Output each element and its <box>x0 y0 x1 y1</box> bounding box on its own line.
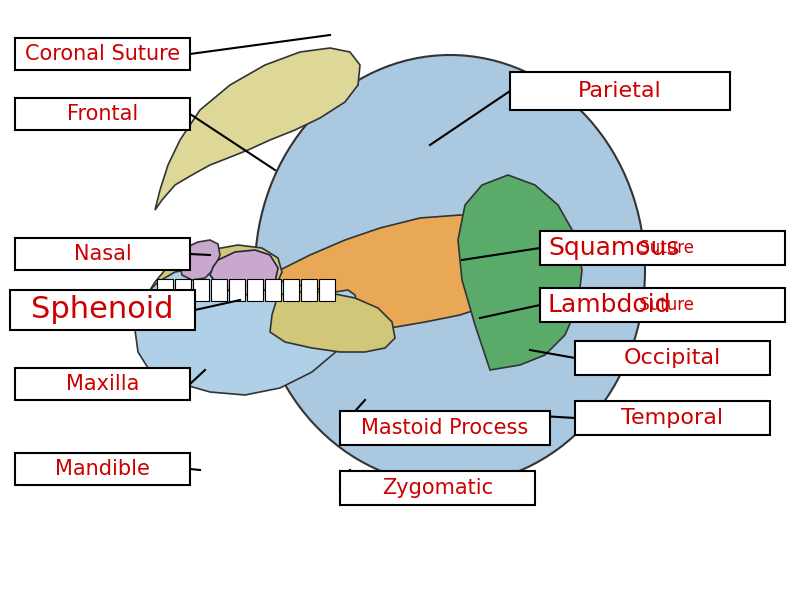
Polygon shape <box>155 48 360 210</box>
Text: Suture: Suture <box>634 239 694 257</box>
FancyBboxPatch shape <box>540 288 785 322</box>
FancyBboxPatch shape <box>15 98 190 130</box>
FancyBboxPatch shape <box>540 231 785 265</box>
Text: Coronal Suture: Coronal Suture <box>25 44 180 64</box>
Text: Zygomatic: Zygomatic <box>382 478 493 498</box>
Text: Nasal: Nasal <box>74 244 131 264</box>
Text: Parietal: Parietal <box>578 81 662 101</box>
Text: Occipital: Occipital <box>624 348 721 368</box>
FancyBboxPatch shape <box>229 279 245 301</box>
FancyBboxPatch shape <box>340 411 550 445</box>
FancyBboxPatch shape <box>211 279 227 301</box>
Text: Mastoid Process: Mastoid Process <box>362 418 529 438</box>
FancyBboxPatch shape <box>575 401 770 435</box>
Polygon shape <box>458 175 582 370</box>
FancyBboxPatch shape <box>15 453 190 485</box>
Ellipse shape <box>255 55 645 485</box>
FancyBboxPatch shape <box>575 341 770 375</box>
FancyBboxPatch shape <box>301 279 317 301</box>
Polygon shape <box>275 215 545 332</box>
FancyBboxPatch shape <box>265 279 281 301</box>
FancyBboxPatch shape <box>319 279 335 301</box>
Text: Sphenoid: Sphenoid <box>31 295 174 325</box>
FancyBboxPatch shape <box>175 279 191 301</box>
Text: Lambdoid: Lambdoid <box>548 293 671 317</box>
FancyBboxPatch shape <box>15 368 190 400</box>
FancyBboxPatch shape <box>15 38 190 70</box>
Polygon shape <box>210 250 278 295</box>
FancyBboxPatch shape <box>247 279 263 301</box>
FancyBboxPatch shape <box>10 290 195 330</box>
Polygon shape <box>150 245 282 315</box>
FancyBboxPatch shape <box>157 279 173 301</box>
FancyBboxPatch shape <box>15 238 190 270</box>
Polygon shape <box>270 292 395 352</box>
Text: Maxilla: Maxilla <box>66 374 139 394</box>
Text: Mandible: Mandible <box>55 459 150 479</box>
FancyBboxPatch shape <box>510 72 730 110</box>
Polygon shape <box>180 240 220 280</box>
FancyBboxPatch shape <box>340 471 535 505</box>
Text: Suture: Suture <box>634 296 694 314</box>
Text: Frontal: Frontal <box>67 104 138 124</box>
FancyBboxPatch shape <box>193 279 209 301</box>
Text: Squamous: Squamous <box>548 236 679 260</box>
FancyBboxPatch shape <box>283 279 299 301</box>
Text: Temporal: Temporal <box>622 408 723 428</box>
Polygon shape <box>135 268 358 395</box>
